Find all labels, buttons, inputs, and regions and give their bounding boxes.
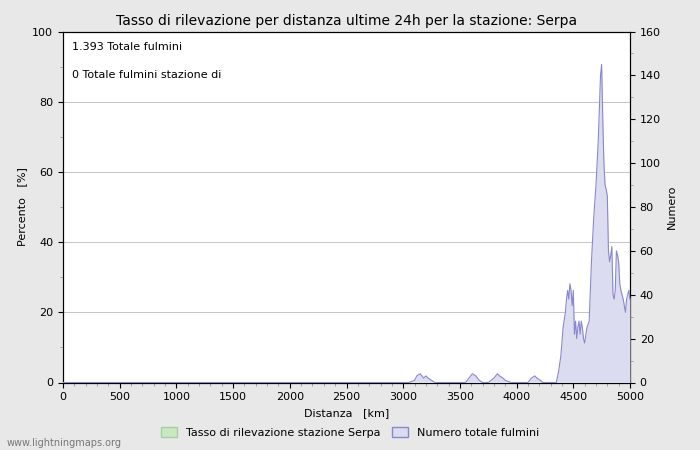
Title: Tasso di rilevazione per distanza ultime 24h per la stazione: Serpa: Tasso di rilevazione per distanza ultime…: [116, 14, 577, 27]
Text: 0 Totale fulmini stazione di: 0 Totale fulmini stazione di: [71, 70, 221, 80]
Y-axis label: Percento   [%]: Percento [%]: [17, 167, 27, 247]
Y-axis label: Numero: Numero: [666, 185, 676, 229]
Legend: Tasso di rilevazione stazione Serpa, Numero totale fulmini: Tasso di rilevazione stazione Serpa, Num…: [156, 423, 544, 442]
X-axis label: Distanza   [km]: Distanza [km]: [304, 408, 389, 418]
Text: www.lightningmaps.org: www.lightningmaps.org: [7, 438, 122, 448]
Text: 1.393 Totale fulmini: 1.393 Totale fulmini: [71, 42, 181, 52]
